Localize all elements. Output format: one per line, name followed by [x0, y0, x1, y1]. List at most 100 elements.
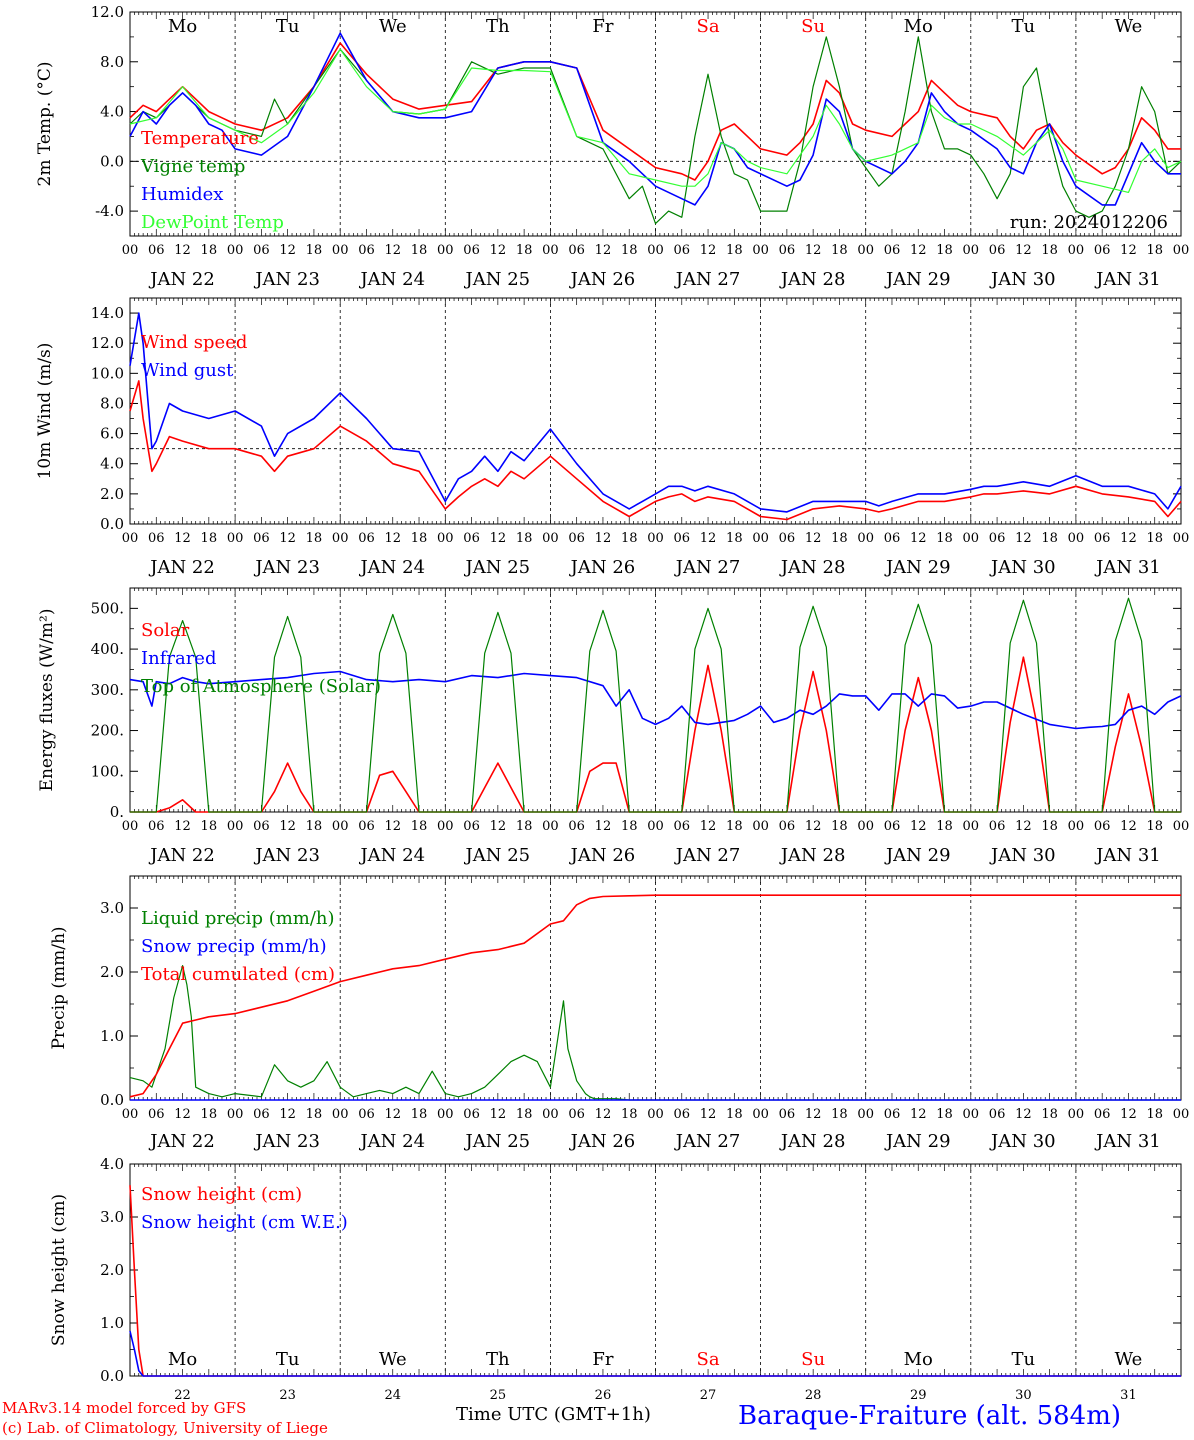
date-label: JAN 25	[464, 845, 531, 866]
hour-tick-label: 06	[568, 819, 585, 834]
hour-tick-label: 06	[674, 243, 691, 258]
day-number-label: 31	[1120, 1388, 1137, 1403]
hour-tick-label: 06	[884, 531, 901, 546]
hour-tick-label: 00	[122, 243, 139, 258]
y-tick-label: 400.	[91, 640, 124, 658]
hour-tick-label: 18	[201, 819, 218, 834]
date-label: JAN 22	[148, 845, 215, 866]
date-label: JAN 28	[779, 1131, 846, 1152]
date-label: JAN 24	[358, 269, 425, 290]
hour-tick-label: 06	[989, 531, 1006, 546]
hour-tick-label: 12	[279, 531, 296, 546]
y-tick-label: 1.0	[100, 1027, 124, 1045]
date-label: JAN 22	[148, 557, 215, 578]
hour-tick-label: 12	[174, 243, 191, 258]
hour-tick-label: 12	[1015, 531, 1032, 546]
hour-tick-label: 18	[1146, 819, 1163, 834]
y-tick-label: 100.	[91, 762, 124, 780]
weekday-label: Tu	[1012, 1349, 1036, 1370]
time-axis-label: Time UTC (GMT+1h)	[456, 1404, 651, 1425]
hour-tick-label: 12	[174, 819, 191, 834]
y-tick-label: 8.0	[100, 53, 124, 71]
hour-tick-label: 00	[227, 1107, 244, 1122]
hour-tick-label: 18	[936, 531, 953, 546]
hour-tick-label: 06	[358, 531, 375, 546]
weekday-label: Tu	[276, 1349, 300, 1370]
hour-tick-label: 00	[1173, 531, 1190, 546]
weekday-label: Th	[486, 16, 510, 37]
hour-tick-label: 12	[174, 1107, 191, 1122]
legend-entry: Vigne temp	[140, 156, 245, 177]
hour-tick-label: 12	[384, 1107, 401, 1122]
hour-tick-label: 06	[148, 1107, 165, 1122]
series-line-snow-height-cm-w-e-	[129, 1330, 1181, 1377]
hour-tick-label: 18	[516, 1107, 533, 1122]
date-label: JAN 27	[674, 845, 741, 866]
hour-tick-label: 12	[910, 243, 927, 258]
date-label: JAN 28	[779, 557, 846, 578]
hour-tick-label: 06	[884, 819, 901, 834]
legend-entry: Top of Atmosphere (Solar)	[141, 676, 381, 697]
hour-tick-label: 06	[253, 1107, 270, 1122]
date-label: JAN 30	[989, 845, 1056, 866]
hour-tick-label: 00	[227, 819, 244, 834]
y-tick-label: 4.0	[100, 1155, 124, 1173]
y-tick-label: 1.0	[100, 1314, 124, 1332]
date-label: JAN 24	[358, 1131, 425, 1152]
day-number-label: 29	[910, 1388, 927, 1403]
y-axis-label: Snow height (cm)	[49, 1194, 69, 1346]
hour-tick-label: 00	[227, 243, 244, 258]
hour-tick-label: 06	[989, 243, 1006, 258]
legend-entry: Total cumulated (cm)	[141, 964, 335, 985]
y-tick-label: 0.0	[100, 1367, 124, 1385]
date-label: JAN 29	[884, 845, 951, 866]
legend-entry: Snow height (cm W.E.)	[141, 1212, 348, 1233]
hour-tick-label: 18	[201, 1107, 218, 1122]
date-label: JAN 24	[358, 557, 425, 578]
hour-tick-label: 18	[1041, 819, 1058, 834]
y-tick-label: 0.0	[100, 1091, 124, 1109]
series-line-wind-gust	[129, 312, 1182, 513]
weekday-label: Tu	[276, 16, 300, 37]
run-annotation: run: 2024012206	[1010, 212, 1168, 233]
hour-tick-label: 12	[279, 1107, 296, 1122]
hour-tick-label: 12	[700, 243, 717, 258]
hour-tick-label: 18	[306, 243, 323, 258]
date-label: JAN 30	[989, 269, 1056, 290]
hour-tick-label: 00	[542, 243, 559, 258]
hour-tick-label: 00	[332, 819, 349, 834]
series-line-humidex	[129, 32, 1181, 206]
panel-3: 0. 100. 200. 300. 400. 500. Energy fluxes (W/m…	[37, 587, 1189, 866]
hour-tick-label: 06	[463, 531, 480, 546]
hour-tick-label: 06	[568, 243, 585, 258]
hour-tick-label: 12	[595, 243, 612, 258]
series-line-wind-speed	[129, 380, 1182, 521]
hour-tick-label: 00	[647, 243, 664, 258]
legend-entry: Solar	[141, 620, 190, 641]
date-label: JAN 27	[674, 1131, 741, 1152]
y-tick-label: 200.	[91, 722, 124, 740]
legend-entry: DewPoint Temp	[141, 212, 284, 233]
hour-tick-label: 18	[411, 243, 428, 258]
hour-tick-label: 12	[1120, 819, 1137, 834]
hour-tick-label: 18	[621, 531, 638, 546]
hour-tick-label: 12	[279, 243, 296, 258]
series-line-temperature	[129, 42, 1181, 181]
day-number-label: 25	[490, 1388, 507, 1403]
hour-tick-label: 12	[805, 243, 822, 258]
panel-1: -4.0 0.0 4.0 8.0 12.0 2m Temp. (°C) 00 06 12 18 00…	[35, 3, 1189, 290]
day-number-label: 22	[174, 1388, 191, 1403]
weekday-label: Tu	[1012, 16, 1036, 37]
date-label: JAN 29	[884, 269, 951, 290]
hour-tick-label: 06	[779, 1107, 796, 1122]
hour-tick-label: 06	[253, 243, 270, 258]
hour-tick-label: 00	[1173, 243, 1190, 258]
hour-tick-label: 12	[700, 1107, 717, 1122]
y-tick-label: 12.0	[91, 3, 124, 21]
hour-tick-label: 18	[1041, 243, 1058, 258]
hour-tick-label: 12	[1120, 1107, 1137, 1122]
hour-tick-label: 00	[857, 1107, 874, 1122]
hour-tick-label: 06	[358, 1107, 375, 1122]
hour-tick-label: 06	[148, 819, 165, 834]
series-line-vigne-temp	[129, 36, 1182, 225]
